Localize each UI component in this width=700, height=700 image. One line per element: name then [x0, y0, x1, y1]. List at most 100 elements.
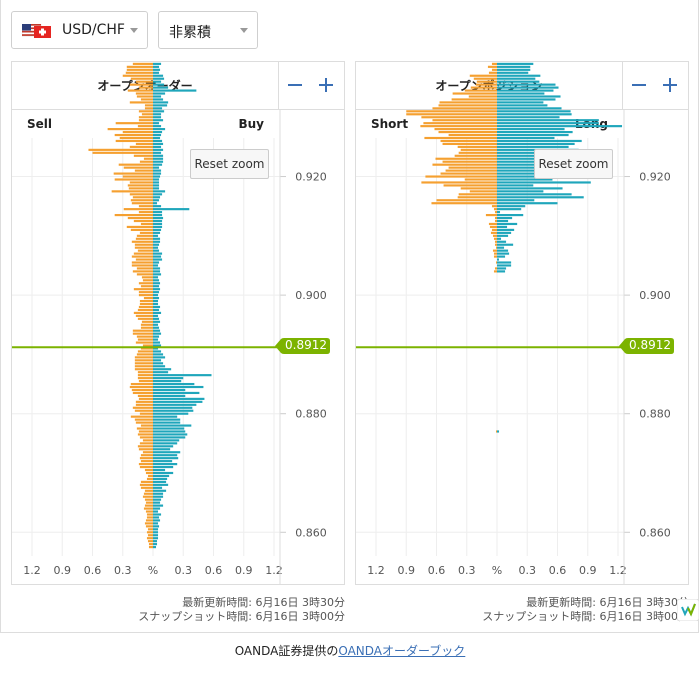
- bar-right: [153, 465, 174, 469]
- bar-left: [485, 213, 497, 217]
- bar-right: [153, 202, 158, 205]
- bar-right: [497, 142, 575, 146]
- bar-left: [487, 65, 497, 68]
- reset-zoom-button[interactable]: Reset zoom: [190, 149, 269, 179]
- bar-left: [147, 528, 153, 531]
- bar-left: [423, 122, 497, 125]
- bar-left: [144, 489, 153, 492]
- bar-left: [135, 142, 153, 146]
- bar-right: [153, 113, 162, 116]
- bar-right: [497, 249, 509, 252]
- bar-left: [141, 113, 153, 116]
- bar-right: [153, 543, 158, 546]
- bar-right: [153, 368, 172, 371]
- bar-left: [136, 95, 153, 98]
- reset-zoom-button[interactable]: Reset zoom: [534, 149, 613, 179]
- bar-right: [497, 199, 535, 202]
- bar-right: [153, 409, 194, 412]
- bar-left: [140, 98, 153, 101]
- bar-right: [497, 270, 506, 273]
- bar-left: [452, 92, 497, 95]
- bar-left: [493, 255, 497, 258]
- bar-left: [144, 522, 153, 525]
- bar-right: [497, 98, 556, 101]
- bar-right: [153, 282, 161, 285]
- bar-left: [122, 74, 153, 77]
- bar-right: [497, 181, 591, 184]
- bar-right: [153, 448, 171, 451]
- mode-select[interactable]: 非累積: [158, 11, 258, 49]
- orderbook-link[interactable]: OANDAオーダーブック: [338, 644, 466, 658]
- bar-right: [153, 136, 161, 140]
- bar-left: [141, 276, 153, 279]
- bar-left: [494, 219, 497, 223]
- bar-right: [153, 122, 160, 125]
- zoom-controls: [623, 62, 688, 110]
- bar-left: [144, 104, 153, 107]
- bar-left: [130, 415, 153, 418]
- bar-left: [493, 208, 497, 211]
- bar-right: [153, 95, 162, 98]
- bar-left: [143, 157, 153, 160]
- bar-right: [153, 513, 162, 516]
- bar-left: [135, 258, 153, 261]
- bar-left: [138, 291, 153, 294]
- bar-right: [153, 400, 203, 403]
- bar-right: [497, 193, 572, 196]
- bar-left: [138, 294, 153, 297]
- x-tick-label: 0.9: [579, 564, 597, 577]
- bar-left: [141, 320, 153, 323]
- bar-left: [493, 237, 497, 240]
- bar-left: [134, 362, 153, 365]
- bar-left: [493, 270, 497, 273]
- bar-left: [137, 350, 153, 353]
- bar-left: [448, 133, 497, 137]
- bar-left: [137, 125, 153, 128]
- bar-right: [153, 463, 178, 466]
- bar-left: [135, 314, 153, 317]
- zoom-in-button[interactable]: [313, 72, 339, 98]
- bar-left: [137, 394, 153, 397]
- bar-right: [153, 184, 160, 187]
- x-tick-label: 1.2: [609, 564, 627, 577]
- bar-left: [135, 421, 153, 424]
- bar-right: [153, 439, 180, 442]
- bar-left: [135, 403, 153, 406]
- bar-right: [497, 252, 510, 255]
- bar-right: [153, 291, 160, 294]
- bar-left: [148, 543, 153, 546]
- bar-right: [153, 98, 164, 101]
- x-tick-label: 1.2: [265, 564, 283, 577]
- pair-select[interactable]: USD/CHF: [11, 11, 148, 49]
- zoom-out-button[interactable]: [626, 72, 652, 98]
- bar-right: [153, 498, 162, 501]
- x-tick-label: 0.3: [175, 564, 193, 577]
- bar-right: [497, 169, 566, 172]
- bar-right: [153, 255, 162, 258]
- pair-label: USD/CHF: [62, 22, 125, 38]
- bar-left: [125, 71, 153, 74]
- bar-right: [153, 377, 184, 380]
- bar-left: [406, 113, 497, 116]
- bar-left: [431, 202, 497, 205]
- bar-left: [494, 243, 497, 246]
- zoom-out-button[interactable]: [282, 72, 308, 98]
- bar-left: [122, 130, 153, 134]
- bar-left: [134, 359, 153, 362]
- bar-left: [107, 128, 153, 131]
- mode-label: 非累積: [169, 25, 211, 41]
- bar-right: [497, 113, 572, 116]
- bar-right: [153, 326, 160, 329]
- bar-left: [132, 332, 153, 335]
- bar-left: [436, 199, 497, 202]
- bar-left: [131, 240, 153, 243]
- bar-right: [497, 234, 509, 237]
- bar-right: [153, 501, 161, 504]
- bar-left: [135, 92, 153, 95]
- bar-right: [153, 62, 162, 65]
- zoom-in-button[interactable]: [657, 72, 683, 98]
- bar-right: [153, 294, 159, 297]
- bar-left: [491, 62, 497, 65]
- bar-right: [153, 222, 163, 226]
- bar-right: [153, 86, 169, 89]
